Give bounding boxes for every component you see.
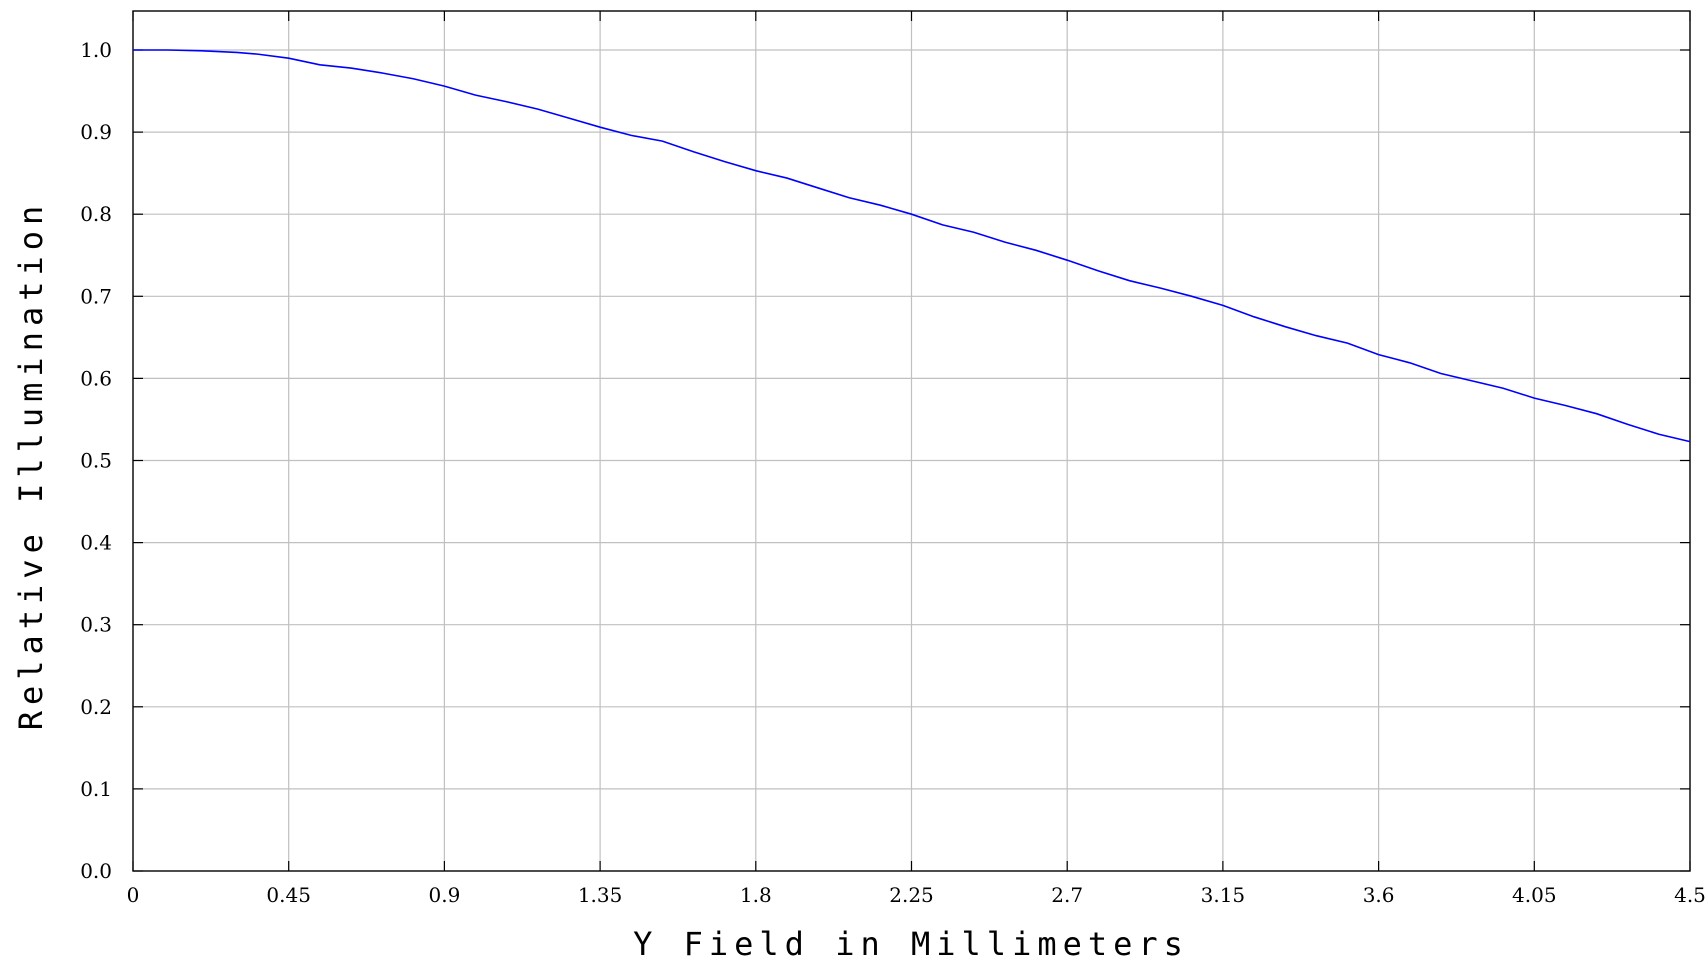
y-tick-label: 1.0 [80, 38, 112, 62]
y-tick-label: 0.7 [80, 284, 112, 308]
x-tick-label: 2.7 [1051, 883, 1083, 907]
x-tick-label: 1.8 [740, 883, 772, 907]
y-tick-label: 0.5 [80, 449, 112, 473]
y-tick-label: 0.8 [80, 202, 112, 226]
x-tick-label: 0.9 [428, 883, 460, 907]
y-axis-title: Relative Illumination [12, 200, 50, 731]
x-tick-label: 4.05 [1512, 883, 1557, 907]
x-tick-label: 4.5 [1674, 883, 1706, 907]
y-tick-labels: 0.0 0.1 0.2 0.3 0.4 0.5 0.6 0.7 0.8 0.9 1.0 [80, 38, 112, 883]
x-tick-label: 3.6 [1363, 883, 1395, 907]
y-tick-label: 0.9 [80, 120, 112, 144]
x-tick-label: 3.15 [1201, 883, 1246, 907]
y-tick-label: 0.4 [80, 531, 112, 555]
x-tick-labels: 0 0.45 0.9 1.35 1.8 2.25 2.7 3.15 3.6 4.05 4.5 [127, 883, 1706, 907]
y-tick-label: 0.6 [80, 366, 112, 390]
y-tick-label: 0.2 [80, 695, 112, 719]
x-tick-label: 0 [127, 883, 140, 907]
x-tick-label: 2.25 [889, 883, 934, 907]
x-axis-title: Y Field in Millimeters [633, 925, 1189, 963]
y-tick-label: 0.1 [80, 777, 112, 801]
y-tick-label: 0.0 [80, 859, 112, 883]
x-tick-label: 1.35 [578, 883, 623, 907]
x-tick-label: 0.45 [266, 883, 311, 907]
grid-lines [133, 11, 1690, 871]
axis-ticks [132, 11, 1691, 872]
illumination-curve [133, 49, 1691, 443]
data-series [133, 49, 1691, 443]
y-tick-label: 0.3 [80, 613, 112, 637]
